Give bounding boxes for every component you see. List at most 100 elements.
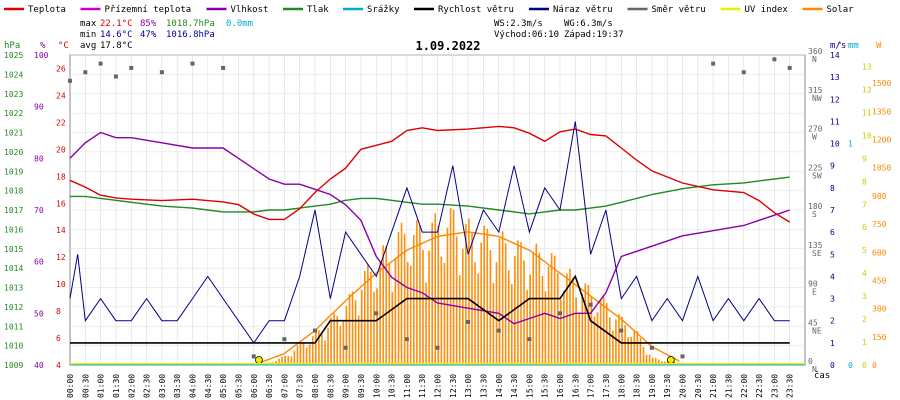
wind-direction-point xyxy=(588,302,593,307)
solar-bar xyxy=(612,330,614,365)
solar-bar xyxy=(529,274,531,365)
ms-tick: 3 xyxy=(830,295,835,304)
solar-bar xyxy=(541,276,544,365)
time-tick: 08:00 xyxy=(311,374,320,398)
time-tick: 13:30 xyxy=(479,374,488,398)
time-tick: 11:30 xyxy=(418,374,427,398)
sunset-marker xyxy=(666,356,675,364)
solar-bar xyxy=(370,271,372,365)
solar-bar xyxy=(330,317,332,365)
stat-min-hum: 47% xyxy=(140,30,157,40)
hpa-tick: 1016 xyxy=(4,225,23,234)
hpa-tick: 1011 xyxy=(4,322,23,331)
pct-tick: 60 xyxy=(34,258,44,267)
solar-bar xyxy=(333,313,335,365)
solar-bar xyxy=(630,337,633,365)
solar-bar xyxy=(563,290,565,365)
time-tick: 01:00 xyxy=(97,374,106,398)
solar-bar xyxy=(584,283,587,365)
solar-bar xyxy=(284,356,286,365)
solar-bar xyxy=(504,243,507,365)
legend-label: Teplota xyxy=(28,5,66,15)
direction-tick: 135 xyxy=(808,241,823,250)
degc-tick: 8 xyxy=(56,307,61,316)
solar-bar xyxy=(581,293,584,365)
solar-bar xyxy=(517,240,519,365)
solar-bar xyxy=(336,316,339,365)
unit-pct: % xyxy=(40,41,46,51)
legend-label: UV index xyxy=(745,5,789,15)
solar-bar xyxy=(553,255,556,365)
solar-bar xyxy=(507,270,510,365)
solar-bar xyxy=(477,273,479,365)
uv-tick: 10 xyxy=(862,131,872,140)
ms-tick: 1 xyxy=(830,339,835,348)
solar-bar xyxy=(654,358,657,365)
time-tick: 23:30 xyxy=(786,374,795,398)
time-tick: 02:00 xyxy=(127,374,136,398)
solar-bar xyxy=(501,231,504,365)
solar-bar xyxy=(486,228,489,365)
solar-bar xyxy=(345,305,348,365)
uv-tick: 9 xyxy=(862,154,867,163)
direction-tick: 225 xyxy=(808,163,823,172)
solar-bar xyxy=(651,357,654,365)
stat-max-press: 1018.7hPa xyxy=(166,19,215,29)
sunrise-time: Východ:06:10 xyxy=(494,30,559,40)
wind-direction-point xyxy=(374,311,379,316)
wind-direction-point xyxy=(741,70,746,75)
time-tick: 10:30 xyxy=(388,374,397,398)
w-tick: 150 xyxy=(872,333,887,342)
w-tick: 0 xyxy=(872,361,877,370)
solar-bar xyxy=(419,225,421,365)
solar-bar xyxy=(489,250,492,365)
direction-tick: 45 xyxy=(808,318,818,327)
solar-bar xyxy=(413,235,415,365)
w-tick: 750 xyxy=(872,220,887,229)
solar-bar xyxy=(449,207,452,365)
wind-direction-point xyxy=(435,345,440,350)
solar-bar xyxy=(290,356,293,365)
hpa-tick: 1014 xyxy=(4,264,23,273)
time-axis-label: čas xyxy=(814,370,830,381)
wind-direction-point xyxy=(787,65,792,70)
solar-bar xyxy=(446,227,449,365)
time-tick: 06:00 xyxy=(250,374,259,398)
stat-min-press: 1016.8hPa xyxy=(166,30,215,40)
direction-tick: E xyxy=(812,288,817,297)
w-tick: 600 xyxy=(872,248,887,257)
time-tick: 00:30 xyxy=(81,374,90,398)
solar-bar xyxy=(599,300,602,365)
solar-bar xyxy=(511,284,513,365)
w-tick: 300 xyxy=(872,305,887,314)
solar-bar xyxy=(636,331,639,365)
solar-bar xyxy=(618,314,620,365)
time-tick: 10:00 xyxy=(372,374,381,398)
time-tick: 07:30 xyxy=(296,374,305,398)
solar-bar xyxy=(474,262,476,365)
pct-tick: 50 xyxy=(34,309,44,318)
solar-bar xyxy=(348,293,351,365)
solar-bar xyxy=(409,265,412,365)
w-tick: 1050 xyxy=(872,164,891,173)
hpa-tick: 1024 xyxy=(4,70,23,79)
solar-bar xyxy=(293,350,296,365)
stat-max-rain: 0.0mm xyxy=(226,19,253,29)
time-tick: 14:30 xyxy=(510,374,519,398)
solar-bar xyxy=(480,242,482,365)
stat-avg-label: avg xyxy=(80,41,96,51)
uv-tick: 5 xyxy=(862,246,867,255)
solar-bar xyxy=(425,282,427,365)
direction-tick: SE xyxy=(812,249,822,258)
solar-bar xyxy=(308,344,311,365)
solar-bar xyxy=(367,264,369,365)
solar-bar xyxy=(376,288,378,365)
solar-bar xyxy=(422,249,424,365)
time-tick: 05:30 xyxy=(234,374,243,398)
solar-bar xyxy=(605,303,608,365)
solar-bar xyxy=(385,245,388,365)
solar-bar xyxy=(452,210,455,365)
wind-direction-point xyxy=(343,345,348,350)
time-tick: 00:00 xyxy=(66,374,75,398)
